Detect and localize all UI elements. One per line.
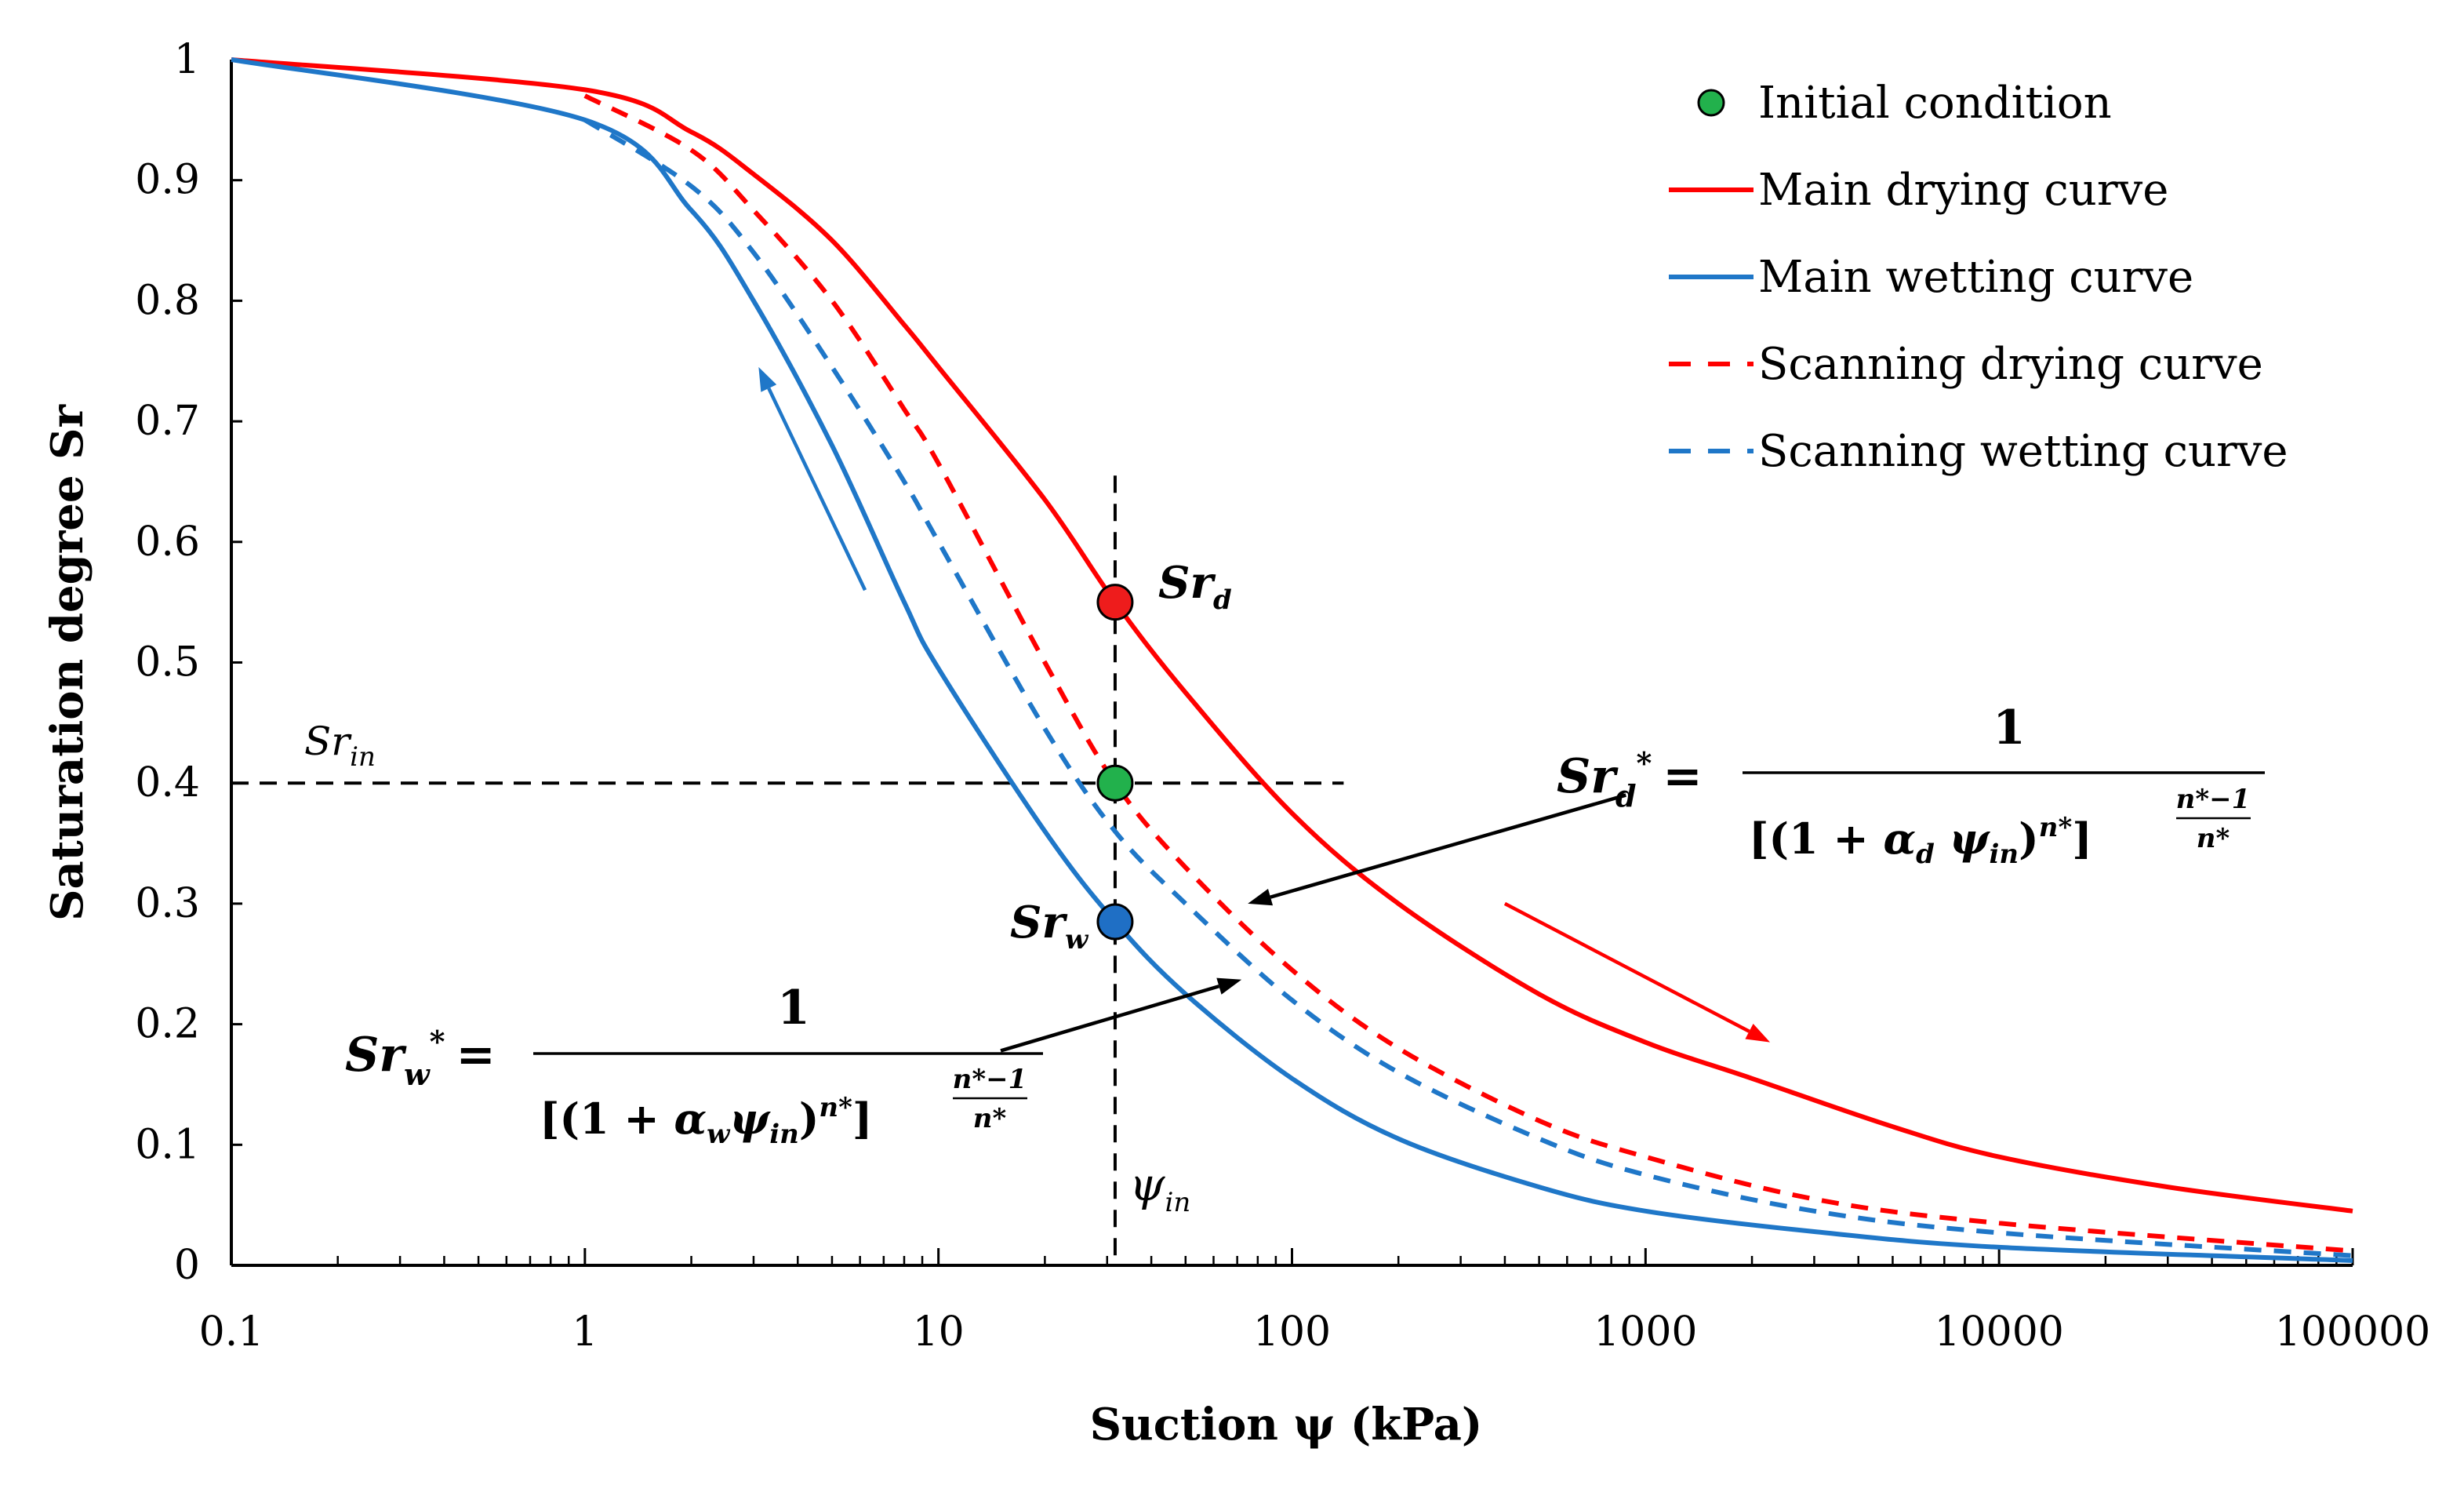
psi-in-label: ψin bbox=[1129, 1158, 1190, 1218]
svg-text:Srw*=: Srw* = bbox=[345, 1024, 496, 1092]
drying-arrow-head bbox=[1745, 1024, 1771, 1043]
y-tick-label: 0.8 bbox=[135, 277, 200, 324]
legend-label: Main wetting curve bbox=[1758, 252, 2193, 303]
y-ticks: 0 0.1 0.2 0.3 0.4 0.5 0.6 0.7 0.8 0.9 1 bbox=[135, 36, 242, 1289]
y-tick-label: 0.7 bbox=[135, 398, 200, 445]
sr-d-star-formula: Srd* = 1 [(1 + αd ψin)n*] n*−1 n* bbox=[1557, 701, 2265, 870]
svg-text:n*: n* bbox=[2197, 823, 2230, 854]
legend-label: Main drying curve bbox=[1758, 165, 2168, 216]
sr-w-label: Srw bbox=[1010, 897, 1089, 955]
y-tick-label: 0.1 bbox=[135, 1121, 200, 1168]
y-tick-label: 1 bbox=[174, 36, 200, 83]
sr-d-star-pointer-head bbox=[1248, 889, 1274, 906]
main-wetting-curve-line bbox=[231, 57, 2353, 1263]
legend-label: Initial condition bbox=[1758, 78, 2112, 129]
legend-item: Initial condition bbox=[1697, 78, 2112, 129]
legend: Initial condition Main drying curve Main w… bbox=[1669, 78, 2288, 477]
sr-d-star-pointer bbox=[1270, 793, 1626, 899]
legend-item: Main wetting curve bbox=[1669, 252, 2193, 303]
arrow-layer bbox=[758, 366, 1771, 1053]
sr-w-star-formula: Srw* = 1 [(1 + αwψin)n*] n*−1 n* bbox=[345, 981, 1043, 1150]
legend-item: Scanning drying curve bbox=[1669, 339, 2263, 390]
series-layer bbox=[231, 57, 2353, 1263]
x-tick-label: 100 bbox=[1253, 1308, 1331, 1356]
svg-text:1: 1 bbox=[1993, 701, 2026, 755]
svg-text:[(1 + αd ψin)n*]: [(1 + αd ψin)n*] bbox=[1749, 812, 2092, 870]
wetting-arrow-head bbox=[758, 366, 777, 392]
sr-w-star-pointer bbox=[1000, 985, 1220, 1053]
legend-item: Main drying curve bbox=[1669, 165, 2168, 216]
legend-swatch bbox=[1697, 89, 1725, 117]
y-tick-label: 0.5 bbox=[135, 639, 200, 686]
svg-text:[(1 + αwψin)n*]: [(1 + αwψin)n*] bbox=[540, 1092, 872, 1150]
main-drying-curve-line bbox=[231, 57, 2353, 1214]
svg-text:1: 1 bbox=[777, 981, 810, 1035]
svg-text:n*: n* bbox=[973, 1103, 1007, 1134]
y-tick-label: 0.2 bbox=[135, 1001, 200, 1048]
legend-label: Scanning wetting curve bbox=[1758, 426, 2288, 477]
marker-layer bbox=[1096, 584, 1134, 941]
scanning-wetting-curve-line bbox=[583, 118, 2353, 1258]
legend-item: Scanning wetting curve bbox=[1669, 426, 2288, 477]
scanning-drying-curve-line bbox=[583, 93, 2353, 1254]
x-tick-label: 0.1 bbox=[199, 1308, 264, 1356]
sr-in-label: Srin bbox=[304, 719, 376, 773]
wetting-arrow bbox=[767, 388, 867, 591]
sr-d-label: Srd bbox=[1158, 557, 1232, 616]
initial-condition-marker bbox=[1096, 764, 1134, 802]
legend-label: Scanning drying curve bbox=[1758, 339, 2263, 390]
x-tick-label: 100000 bbox=[2275, 1308, 2431, 1356]
y-tick-label: 0.6 bbox=[135, 519, 200, 566]
x-tick-label: 1000 bbox=[1594, 1308, 1697, 1356]
x-ticks: 0.1 1 10 100 1000 10000 100000 bbox=[199, 1248, 2431, 1356]
sr-d-marker bbox=[1096, 584, 1134, 621]
sr-w-star-pointer-head bbox=[1216, 977, 1242, 995]
y-tick-label: 0.3 bbox=[135, 880, 200, 927]
drying-arrow bbox=[1503, 901, 1750, 1033]
x-tick-label: 10 bbox=[913, 1308, 965, 1356]
y-tick-label: 0.4 bbox=[135, 759, 200, 806]
x-axis-title: Suction ψ (kPa) bbox=[1090, 1399, 1483, 1450]
svg-text:Srd*=: Srd* = bbox=[1557, 745, 1703, 813]
sr-w-marker bbox=[1096, 903, 1134, 941]
x-tick-label: 10000 bbox=[1934, 1308, 2063, 1356]
svg-text:n*−1: n*−1 bbox=[2176, 784, 2251, 815]
y-axis-title: Saturation degree Sr bbox=[42, 404, 93, 921]
svg-text:n*−1: n*−1 bbox=[953, 1064, 1027, 1095]
y-tick-label: 0 bbox=[174, 1242, 200, 1289]
axes: 0.1 1 10 100 1000 10000 100000 0 0.1 0.2 0.3 0.4 0.… bbox=[135, 36, 2430, 1356]
y-tick-label: 0.9 bbox=[135, 157, 200, 204]
x-tick-label: 1 bbox=[572, 1308, 598, 1356]
